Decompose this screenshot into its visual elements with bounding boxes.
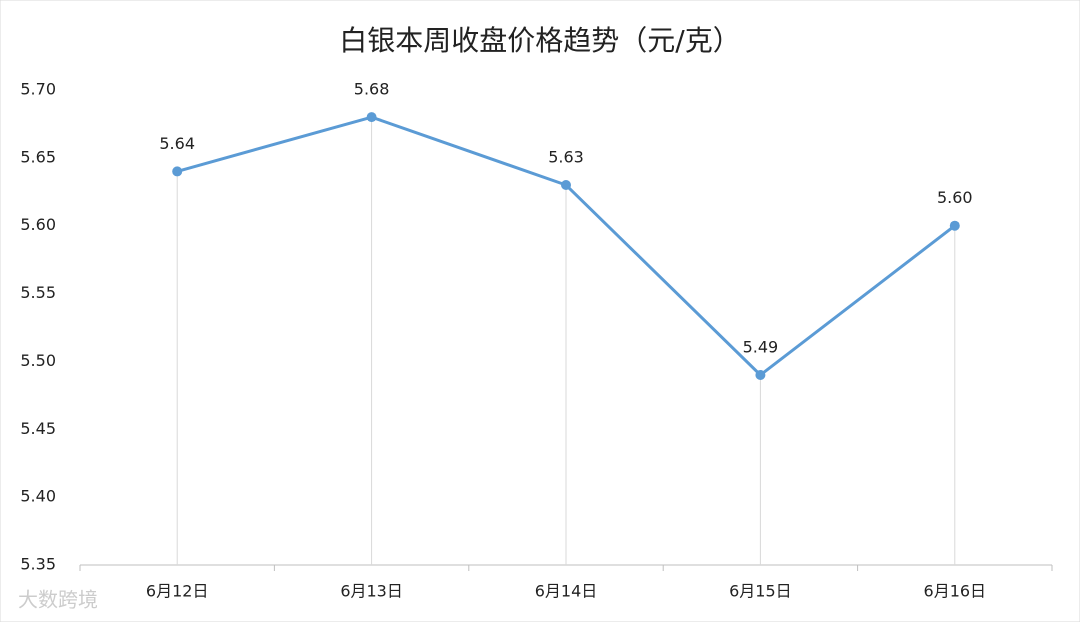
x-tick-label: 6月13日 [340,582,403,601]
watermark: 大数跨境 [18,588,98,612]
chart-title: 白银本周收盘价格趋势（元/克） [339,24,740,57]
y-tick-label: 5.40 [20,487,56,506]
point [172,166,183,177]
x-tick-label: 6月16日 [924,582,987,601]
x-tick-label: 6月15日 [729,582,792,601]
y-tick-label: 5.55 [20,283,56,302]
y-tick-label: 5.60 [20,215,56,234]
x-tick-label: 6月14日 [535,582,598,601]
data-label: 5.68 [354,80,390,99]
y-tick-label: 5.70 [20,80,56,99]
data-label: 5.64 [159,134,195,153]
point [949,220,960,231]
y-tick-label: 5.35 [20,555,56,574]
data-label: 5.49 [743,338,779,357]
x-tick-label: 6月12日 [146,582,209,601]
data-label: 5.60 [937,188,973,207]
point [561,180,571,190]
point [755,370,766,380]
data-label: 5.63 [548,148,584,167]
y-tick-label: 5.50 [20,351,56,370]
point [366,112,377,123]
y-tick-label: 5.65 [20,147,56,166]
y-tick-label: 5.45 [20,419,56,438]
